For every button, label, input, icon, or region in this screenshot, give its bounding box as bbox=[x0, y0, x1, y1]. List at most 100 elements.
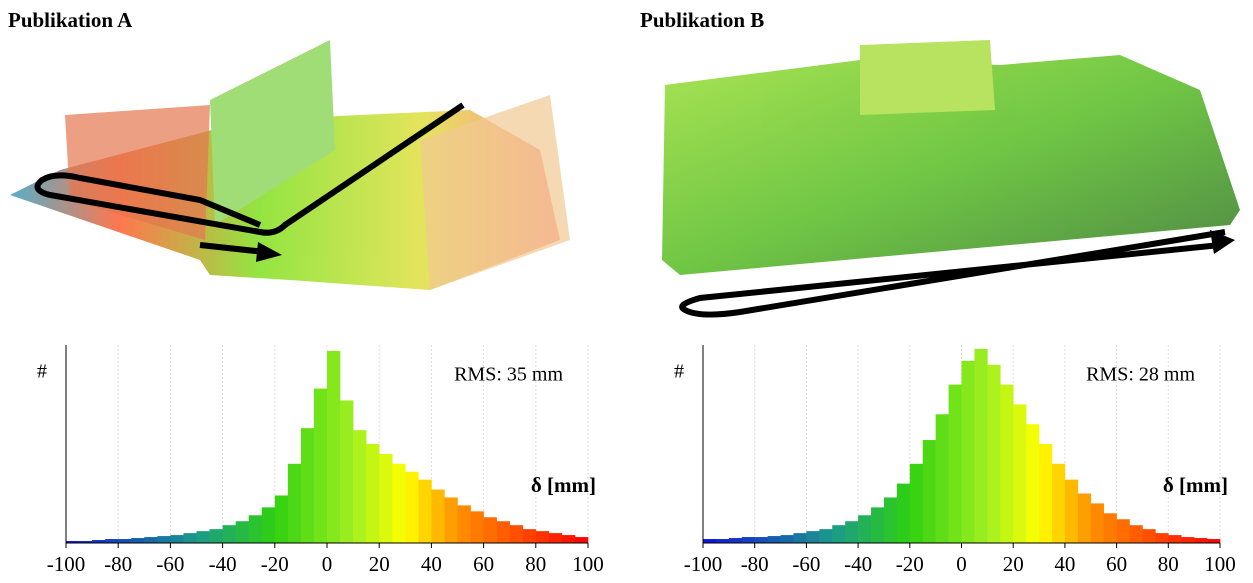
y-axis-label: # bbox=[37, 361, 47, 383]
histogram-bar bbox=[703, 539, 717, 543]
x-tick-label: 80 bbox=[525, 552, 546, 576]
histogram-bar bbox=[1103, 513, 1117, 543]
annotation: RMS: 35 mm bbox=[454, 364, 563, 386]
annotation: RMS: 28 mm bbox=[1086, 364, 1195, 386]
trajectory-arrow-a bbox=[199, 242, 266, 255]
histogram-bar bbox=[131, 538, 145, 543]
histogram-bar bbox=[209, 529, 223, 543]
x-tick-label: -20 bbox=[261, 552, 289, 576]
histogram-bar bbox=[248, 515, 263, 543]
histogram-bar bbox=[1026, 424, 1040, 543]
histogram-bar bbox=[832, 525, 846, 543]
histogram-bar bbox=[92, 540, 106, 543]
x-axis-label: δ [mm] bbox=[1163, 473, 1228, 497]
histogram-bar bbox=[483, 517, 497, 543]
x-tick-label: 80 bbox=[1158, 552, 1179, 576]
histogram-bar bbox=[261, 507, 276, 543]
histogram-bar bbox=[1039, 444, 1053, 543]
x-tick-label: -100 bbox=[684, 552, 723, 576]
histogram-bar bbox=[1155, 533, 1169, 543]
x-tick-label: -80 bbox=[104, 552, 132, 576]
histogram-bar bbox=[987, 364, 1001, 543]
x-tick-label: 40 bbox=[421, 552, 442, 576]
chart-title: Publikation A bbox=[8, 8, 133, 32]
histogram-bar bbox=[948, 384, 962, 543]
histogram-bar bbox=[1116, 519, 1130, 543]
x-tick-label: -80 bbox=[741, 552, 769, 576]
histogram-bar bbox=[431, 489, 445, 543]
point-cloud-b bbox=[662, 40, 1240, 275]
histogram-bar bbox=[819, 529, 833, 543]
histogram-bar bbox=[235, 521, 249, 543]
x-tick-label: -60 bbox=[156, 552, 184, 576]
histogram-bar bbox=[896, 483, 911, 543]
x-tick-label: -60 bbox=[792, 552, 820, 576]
y-axis-label: # bbox=[674, 361, 684, 383]
histogram-bar bbox=[1090, 503, 1104, 543]
histogram-bar bbox=[418, 479, 432, 543]
x-tick-label: 20 bbox=[1003, 552, 1024, 576]
histogram-bar bbox=[1129, 525, 1143, 543]
histogram-bar bbox=[1051, 463, 1066, 543]
x-tick-label: 0 bbox=[322, 552, 333, 576]
histogram-bar bbox=[340, 400, 354, 543]
histogram-bar bbox=[353, 430, 367, 543]
histogram-bar bbox=[105, 539, 119, 543]
histogram-bar bbox=[522, 529, 537, 543]
histogram-bar bbox=[496, 521, 510, 543]
histogram-bar bbox=[1207, 539, 1221, 543]
histogram-bar bbox=[1064, 479, 1079, 543]
histogram-bar bbox=[196, 531, 210, 543]
histogram-bar bbox=[118, 539, 132, 543]
histogram-bar bbox=[741, 537, 755, 543]
x-tick-label: 0 bbox=[956, 552, 967, 576]
x-tick-label: 20 bbox=[369, 552, 390, 576]
x-tick-label: -100 bbox=[47, 552, 86, 576]
histogram-bar bbox=[157, 536, 171, 543]
histogram-bar bbox=[392, 463, 406, 543]
histogram-bar bbox=[793, 533, 807, 543]
histogram-bar bbox=[922, 440, 936, 543]
histogram-bar bbox=[767, 536, 781, 543]
histogram-bar bbox=[144, 537, 158, 543]
histogram-bar bbox=[470, 511, 484, 543]
histogram-bar bbox=[287, 463, 302, 543]
histogram-bar bbox=[754, 537, 768, 543]
histogram-bar bbox=[535, 531, 550, 543]
histogram-bar bbox=[883, 497, 898, 543]
point-cloud-a bbox=[10, 40, 570, 290]
histogram-bar bbox=[313, 388, 328, 543]
histogram-bar bbox=[715, 539, 730, 543]
x-tick-label: 60 bbox=[473, 552, 494, 576]
histogram-bar bbox=[574, 537, 589, 543]
histogram-bar bbox=[974, 348, 988, 543]
x-tick-label: 40 bbox=[1054, 552, 1075, 576]
histogram-bar bbox=[845, 521, 859, 543]
histogram-bar bbox=[548, 533, 563, 543]
histogram-bar bbox=[935, 414, 949, 543]
histogram-bar bbox=[66, 541, 80, 543]
arrowhead-a bbox=[256, 242, 282, 262]
histogram-bar bbox=[1168, 535, 1182, 543]
histogram-bar bbox=[79, 541, 93, 543]
histogram-bar bbox=[871, 507, 885, 543]
histogram-bar bbox=[1077, 493, 1092, 543]
histogram-bar bbox=[1013, 404, 1027, 543]
histogram-bar bbox=[405, 471, 419, 543]
histogram-bar bbox=[274, 495, 289, 543]
x-tick-label: -40 bbox=[844, 552, 872, 576]
histogram-bar bbox=[728, 538, 743, 543]
histogram-bar bbox=[858, 515, 872, 543]
histogram-bar bbox=[561, 535, 576, 543]
histogram-bar bbox=[509, 525, 524, 543]
x-tick-label: 100 bbox=[572, 552, 604, 576]
trajectory-a bbox=[34, 102, 465, 236]
histogram-bar bbox=[961, 360, 975, 543]
histogram-bar bbox=[300, 428, 315, 543]
histogram-bar bbox=[379, 453, 393, 543]
histogram-bar bbox=[327, 350, 341, 543]
x-tick-label: -20 bbox=[896, 552, 924, 576]
trajectory-b bbox=[679, 229, 1226, 318]
chart-title: Publikation B bbox=[640, 8, 764, 32]
